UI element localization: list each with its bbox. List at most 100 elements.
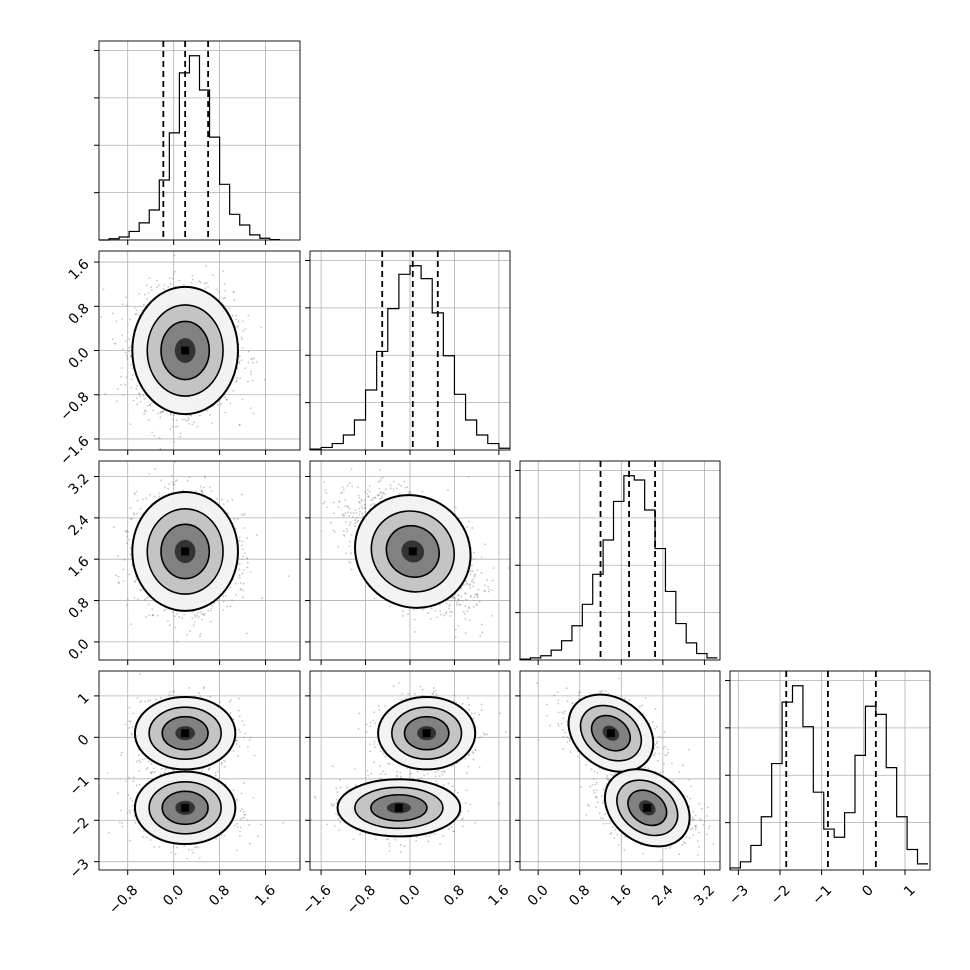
scatter-point [122, 580, 125, 582]
scatter-point [115, 320, 118, 323]
scatter-point [378, 493, 381, 496]
scatter-point [189, 630, 191, 633]
scatter-point [157, 284, 160, 287]
scatter-point [125, 542, 128, 545]
scatter-point [421, 490, 424, 493]
scatter-point [447, 489, 449, 492]
scatter-point [235, 593, 237, 596]
scatter-point [194, 615, 197, 618]
scatter-point [143, 293, 146, 296]
scatter-point [246, 566, 249, 569]
scatter-point [238, 423, 241, 426]
scatter-point [131, 374, 134, 376]
scatter-point [140, 588, 143, 591]
scatter-point [126, 604, 128, 606]
scatter-point [204, 475, 206, 478]
scatter-point [469, 573, 472, 576]
scatter-point [135, 313, 138, 315]
scatter-point [147, 404, 149, 407]
scatter-point [147, 418, 150, 421]
scatter-point [178, 279, 181, 282]
scatter-point [464, 592, 467, 595]
scatter-point [152, 409, 154, 411]
scatter-point [359, 510, 361, 513]
scatter-point [209, 620, 212, 623]
histogram-step [309, 265, 510, 450]
scatter-point [162, 411, 165, 413]
scatter-point [186, 479, 189, 482]
scatter-point [348, 482, 351, 485]
scatter-point [169, 277, 171, 279]
scatter-point [143, 412, 146, 415]
scatter-point [216, 497, 219, 500]
scatter-point [172, 277, 174, 280]
scatter-point [126, 535, 129, 538]
scatter-point [173, 254, 176, 257]
scatter-point [231, 314, 234, 317]
scatter-point [371, 499, 374, 501]
scatter-point [222, 503, 225, 506]
scatter-point [134, 580, 136, 583]
scatter-point [135, 397, 138, 400]
scatter-point [238, 576, 241, 579]
scatter-point [229, 605, 232, 608]
scatter-point [173, 483, 176, 486]
scatter-point [169, 283, 172, 285]
panel-frame [519, 460, 721, 661]
scatter-point [129, 507, 132, 509]
scatter-point [121, 318, 123, 320]
scatter-point [241, 346, 244, 349]
scatter-point [171, 481, 174, 484]
scatter-point [287, 575, 290, 578]
scatter-point [128, 573, 130, 576]
scatter-point [253, 357, 255, 360]
scatter-point [128, 347, 131, 349]
scatter-point [139, 507, 142, 510]
scatter-point [163, 609, 166, 612]
scatter-point [200, 489, 202, 492]
scatter-point [347, 506, 349, 509]
scatter-point [117, 575, 120, 578]
density-peak [181, 346, 190, 355]
scatter-point [198, 414, 201, 417]
scatter-point [243, 527, 246, 529]
hist-panel-3 [515, 460, 721, 665]
scatter-point [473, 558, 476, 560]
scatter-point [379, 468, 381, 471]
scatter-point [187, 417, 190, 419]
scatter-point [181, 616, 184, 619]
scatter-point [348, 540, 351, 543]
scatter-point [241, 338, 244, 341]
scatter-point [226, 512, 229, 515]
scatter-point [166, 620, 169, 622]
scatter-point [406, 486, 409, 489]
scatter-point [222, 297, 225, 300]
scatter-point [151, 608, 154, 610]
scatter-point [451, 596, 454, 599]
scatter-point [491, 589, 494, 592]
scatter-point [197, 616, 200, 618]
scatter-point [183, 613, 186, 616]
scatter-point [159, 412, 162, 415]
scatter-point [116, 400, 118, 403]
scatter-point [126, 358, 129, 361]
scatter-point [130, 355, 132, 357]
scatter-point [342, 514, 345, 517]
scatter-point [252, 361, 254, 364]
scatter-point [125, 296, 128, 299]
scatter-point [133, 513, 136, 516]
scatter-point [241, 544, 244, 547]
scatter-point [120, 375, 123, 378]
scatter-point [111, 338, 114, 340]
scatter-point [171, 418, 174, 421]
scatter-point [237, 325, 240, 327]
scatter-point [199, 635, 201, 638]
scatter-point [235, 380, 237, 383]
scatter-point [136, 384, 138, 387]
scatter-point [226, 399, 228, 401]
scatter-point [207, 285, 209, 288]
scatter-point [158, 436, 161, 439]
scatter-point [464, 632, 467, 634]
scatter-point [351, 485, 354, 488]
scatter-point [171, 425, 174, 428]
